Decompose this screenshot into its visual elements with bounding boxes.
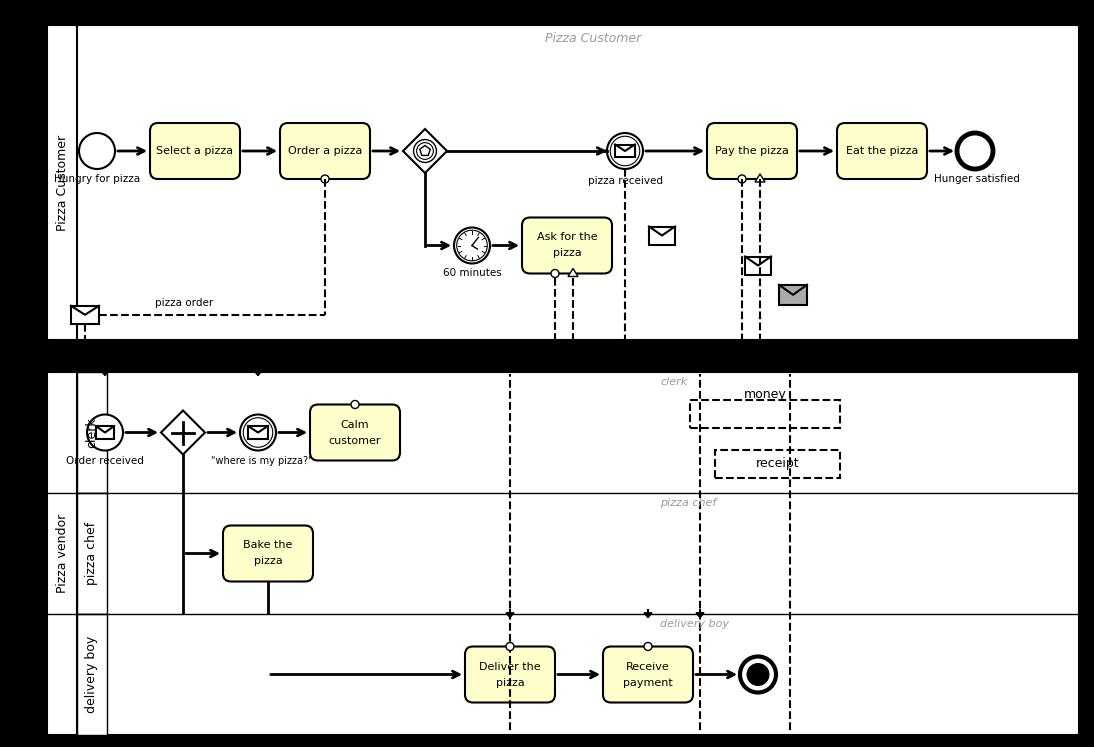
Text: Hungry for pizza: Hungry for pizza (54, 174, 140, 184)
Bar (47, 25, 1079, 340)
Circle shape (740, 657, 776, 692)
FancyBboxPatch shape (465, 646, 555, 702)
Text: Eat the pizza: Eat the pizza (846, 146, 918, 156)
FancyBboxPatch shape (150, 123, 240, 179)
Circle shape (507, 642, 514, 651)
Bar (71, 306, 98, 323)
Text: Select a pizza: Select a pizza (156, 146, 233, 156)
Circle shape (414, 140, 437, 162)
Text: pizza chef: pizza chef (85, 522, 98, 585)
Circle shape (79, 133, 115, 169)
Bar (77, 614, 107, 735)
Bar (715, 450, 840, 477)
Text: Ask for the: Ask for the (537, 232, 597, 243)
Bar (248, 426, 268, 439)
FancyBboxPatch shape (223, 525, 313, 581)
Text: pizza: pizza (254, 557, 282, 566)
Bar (779, 285, 807, 305)
Circle shape (456, 230, 487, 261)
Bar (77, 493, 107, 614)
Circle shape (957, 133, 993, 169)
Text: payment: payment (624, 678, 673, 687)
Text: pizza: pizza (552, 249, 581, 258)
Text: clerk: clerk (660, 377, 687, 387)
Polygon shape (644, 613, 652, 618)
FancyBboxPatch shape (837, 123, 927, 179)
Text: delivery boy: delivery boy (660, 619, 729, 629)
Circle shape (610, 136, 640, 166)
Text: Order a pizza: Order a pizza (288, 146, 362, 156)
Bar (47, 372, 77, 735)
Polygon shape (403, 129, 447, 173)
Bar (690, 400, 840, 427)
FancyBboxPatch shape (310, 404, 400, 460)
Text: Bake the: Bake the (243, 541, 293, 551)
Text: Deliver the: Deliver the (479, 662, 540, 672)
Bar (96, 427, 114, 438)
Text: customer: customer (329, 436, 381, 445)
FancyBboxPatch shape (280, 123, 370, 179)
Polygon shape (755, 174, 765, 182)
Circle shape (321, 175, 329, 183)
Polygon shape (101, 371, 109, 376)
Polygon shape (507, 613, 514, 618)
Text: clerk: clerk (85, 417, 98, 447)
Bar (77, 372, 107, 493)
Bar (745, 256, 771, 274)
Polygon shape (568, 268, 578, 276)
Circle shape (454, 228, 490, 264)
Text: pizza chef: pizza chef (660, 498, 717, 508)
Text: Order received: Order received (66, 456, 144, 465)
Circle shape (417, 143, 433, 159)
Text: receipt: receipt (756, 457, 800, 470)
Circle shape (351, 400, 359, 409)
Circle shape (747, 663, 769, 685)
Circle shape (243, 418, 272, 447)
Bar (649, 226, 675, 244)
FancyBboxPatch shape (603, 646, 693, 702)
Circle shape (607, 133, 643, 169)
Text: Pizza Customer: Pizza Customer (56, 134, 69, 231)
Circle shape (240, 415, 276, 450)
Text: pizza received: pizza received (587, 176, 663, 186)
Text: money: money (744, 388, 787, 401)
FancyBboxPatch shape (707, 123, 798, 179)
Bar (615, 144, 635, 158)
Text: Pay the pizza: Pay the pizza (715, 146, 789, 156)
Text: Pizza vendor: Pizza vendor (56, 514, 69, 593)
Polygon shape (161, 411, 205, 454)
Text: pizza order: pizza order (155, 298, 213, 308)
Text: pizza: pizza (496, 678, 524, 687)
Text: pizza: pizza (493, 356, 526, 368)
Text: Receive: Receive (626, 662, 670, 672)
Circle shape (88, 415, 123, 450)
Polygon shape (696, 613, 705, 618)
Text: 60 minutes: 60 minutes (443, 268, 501, 279)
Polygon shape (254, 371, 261, 376)
Circle shape (551, 270, 559, 277)
Text: Pizza Customer: Pizza Customer (545, 33, 641, 46)
FancyBboxPatch shape (522, 217, 612, 273)
Text: delivery boy: delivery boy (85, 636, 98, 713)
Text: "where is my pizza?": "where is my pizza?" (211, 456, 313, 465)
Bar (47, 25, 77, 340)
Text: Calm: Calm (340, 420, 370, 430)
Text: Hunger satisfied: Hunger satisfied (934, 174, 1020, 184)
Circle shape (644, 642, 652, 651)
Bar (47, 372, 1079, 735)
Circle shape (738, 175, 746, 183)
